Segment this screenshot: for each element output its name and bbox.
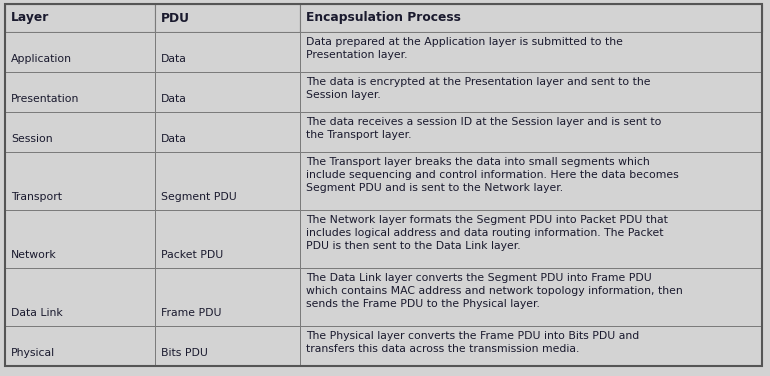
Bar <box>5 210 155 268</box>
Bar <box>155 152 300 210</box>
Text: PDU: PDU <box>161 12 190 24</box>
Text: Segment PDU: Segment PDU <box>161 192 236 202</box>
Text: Frame PDU: Frame PDU <box>161 308 222 318</box>
Bar <box>300 32 762 72</box>
Bar <box>300 112 762 152</box>
Bar <box>300 210 762 268</box>
Text: The data is encrypted at the Presentation layer and sent to the
Session layer.: The data is encrypted at the Presentatio… <box>306 77 651 100</box>
Bar <box>5 72 155 112</box>
Bar <box>155 326 300 366</box>
Bar <box>155 268 300 326</box>
Bar <box>5 268 155 326</box>
Text: Session: Session <box>11 134 52 144</box>
Bar <box>155 210 300 268</box>
Bar <box>155 4 300 32</box>
Text: Data prepared at the Application layer is submitted to the
Presentation layer.: Data prepared at the Application layer i… <box>306 37 623 60</box>
Text: Data: Data <box>161 94 187 104</box>
Bar <box>155 32 300 72</box>
Bar <box>5 112 155 152</box>
Bar <box>5 4 155 32</box>
Text: The Network layer formats the Segment PDU into Packet PDU that
includes logical : The Network layer formats the Segment PD… <box>306 215 668 252</box>
Bar <box>5 32 155 72</box>
Text: The Data Link layer converts the Segment PDU into Frame PDU
which contains MAC a: The Data Link layer converts the Segment… <box>306 273 683 309</box>
Text: Transport: Transport <box>11 192 62 202</box>
Text: Data Link: Data Link <box>11 308 62 318</box>
Bar <box>300 72 762 112</box>
Text: Application: Application <box>11 54 72 64</box>
Bar <box>300 268 762 326</box>
Text: Physical: Physical <box>11 348 55 358</box>
Bar <box>155 72 300 112</box>
Text: The data receives a session ID at the Session layer and is sent to
the Transport: The data receives a session ID at the Se… <box>306 117 661 140</box>
Bar <box>5 326 155 366</box>
Bar <box>300 152 762 210</box>
Bar <box>300 326 762 366</box>
Bar <box>300 4 762 32</box>
Text: The Physical layer converts the Frame PDU into Bits PDU and
transfers this data : The Physical layer converts the Frame PD… <box>306 331 639 354</box>
Text: Encapsulation Process: Encapsulation Process <box>306 12 461 24</box>
Text: The Transport layer breaks the data into small segments which
include sequencing: The Transport layer breaks the data into… <box>306 157 678 193</box>
Text: Bits PDU: Bits PDU <box>161 348 208 358</box>
Text: Data: Data <box>161 134 187 144</box>
Text: Layer: Layer <box>11 12 49 24</box>
Bar <box>5 152 155 210</box>
Bar <box>155 112 300 152</box>
Text: Packet PDU: Packet PDU <box>161 250 223 260</box>
Text: Data: Data <box>161 54 187 64</box>
Text: Presentation: Presentation <box>11 94 79 104</box>
Text: Network: Network <box>11 250 57 260</box>
